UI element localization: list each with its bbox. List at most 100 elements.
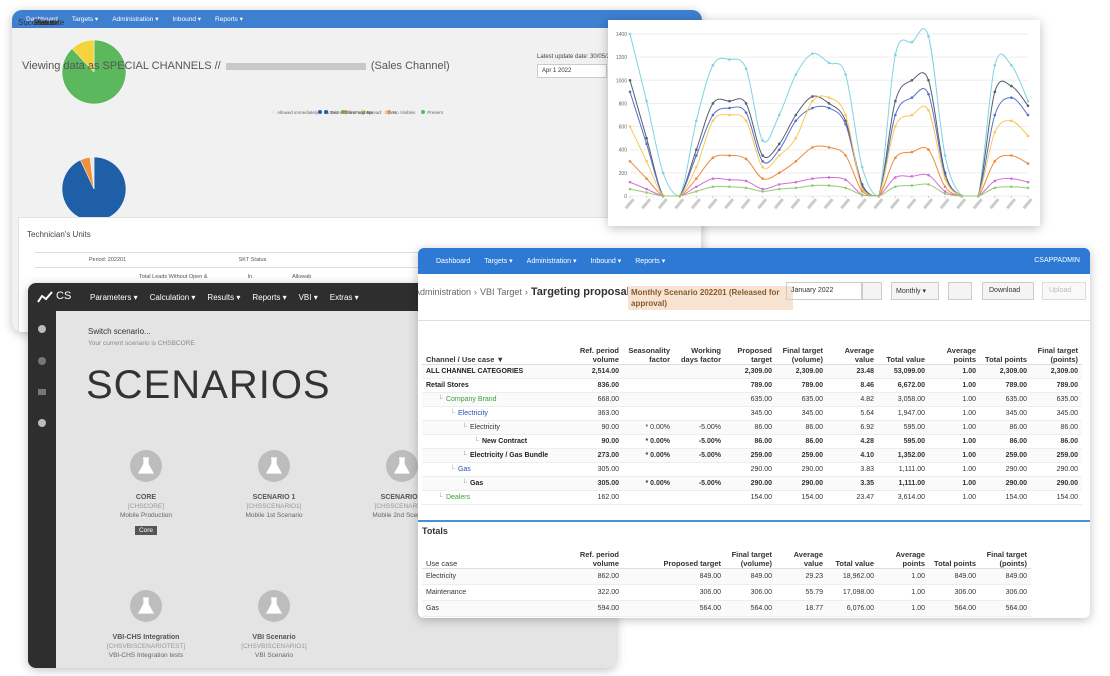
x-label-blur <box>956 198 967 210</box>
x-label-blur <box>1006 198 1017 210</box>
cell: 1,111.00 <box>898 465 925 473</box>
point <box>794 180 798 184</box>
point <box>744 102 748 105</box>
nav-item[interactable]: Targets ▾ <box>71 16 99 23</box>
point <box>894 125 897 128</box>
date-input[interactable]: Apr 1 2022 <box>537 64 607 78</box>
menu-item[interactable]: Calculation ▾ <box>149 292 196 302</box>
table-row: Retail Stores 836.00 789.00 789.00 8.46 6,672… <box>422 378 1082 392</box>
user[interactable]: CSAPPADMIN <box>1034 257 1080 264</box>
point <box>993 63 997 67</box>
legend-item: Yes <box>341 110 355 115</box>
menu-item[interactable]: VBI ▾ <box>298 292 318 302</box>
row-label: └ Dealers <box>422 490 572 504</box>
cell: * 0.00% <box>645 451 670 459</box>
cell: 1,947.00 <box>897 409 925 417</box>
logo: CS <box>56 290 72 302</box>
point <box>711 63 715 67</box>
nav-item[interactable]: Dashboard <box>436 257 471 265</box>
cell: 306.00 <box>1005 588 1027 596</box>
point <box>844 73 847 76</box>
heading: SCENARIOS <box>86 363 331 407</box>
y-tick-label: 200 <box>619 171 628 177</box>
cell <box>674 462 725 476</box>
point <box>894 53 897 57</box>
cell: 322.00 <box>597 588 619 596</box>
column-header: Average value <box>844 345 874 364</box>
legend-swatch <box>386 110 391 114</box>
scenario-card[interactable]: SCENARIO 2 [CHSSCENARIO2] Mobile 2nd Scena… <box>332 449 472 519</box>
column-header: Average points <box>895 549 925 568</box>
nav-item[interactable]: Administration ▾ <box>112 16 159 23</box>
point <box>827 102 831 105</box>
cell: 345.00 <box>1056 409 1078 417</box>
row-label-text: Gas <box>469 479 484 487</box>
x-label-blur <box>674 198 685 210</box>
y-tick-label: 600 <box>619 125 628 131</box>
separator: › <box>474 287 478 297</box>
cell: 1.00 <box>962 437 976 445</box>
legend-label: No <box>366 110 373 115</box>
point <box>695 177 698 180</box>
menu-item[interactable]: Extras ▾ <box>329 292 359 302</box>
scenario-description: VBI-CHS Integration tests <box>108 652 184 659</box>
point <box>894 185 897 189</box>
legend-item: No Visibles <box>386 110 415 115</box>
point <box>728 178 731 182</box>
scenario-card[interactable]: VBI Scenario [CHSVBISCENARIO1] VBI Scenari… <box>204 589 344 659</box>
point <box>927 109 930 112</box>
scenario-card[interactable]: SCENARIO 1 [CHSSCENARIO1] Mobile 1st Scena… <box>204 449 344 519</box>
crumb: Targeting proposals <box>530 286 636 298</box>
period-input[interactable]: January 2022 <box>786 282 862 300</box>
nav-item[interactable]: Dashboard <box>26 15 58 23</box>
menu-item[interactable]: Results ▾ <box>207 292 241 302</box>
point <box>777 171 781 175</box>
row-label-text: Dealers <box>445 493 471 501</box>
column-header: Ref. period volume <box>579 549 619 568</box>
cell: 2,309.00 <box>999 367 1027 375</box>
point <box>993 186 997 190</box>
menu-item[interactable]: Parameters ▾ <box>90 292 138 302</box>
scenario-card[interactable]: CORE [CHSCORE] Mobile Production Core <box>76 449 216 537</box>
menu-item[interactable]: Reports ▾ <box>252 292 287 302</box>
nav-item[interactable]: Reports ▾ <box>635 258 666 265</box>
cell: 305.00 <box>597 479 619 487</box>
download-button[interactable]: Download <box>982 282 1034 300</box>
nav-item[interactable]: Inbound ▾ <box>590 258 622 265</box>
cell: 3,614.00 <box>897 493 925 501</box>
cell: 18.77 <box>805 604 823 612</box>
point <box>661 194 665 198</box>
scenario-name: VBI-CHS Integration <box>112 634 180 641</box>
x-label-blur <box>690 198 701 210</box>
option-select[interactable] <box>948 282 972 300</box>
column-header: Channel / Use case ▼ <box>426 354 504 364</box>
column-header: Proposed target <box>663 558 721 568</box>
cell: 305.00 <box>597 465 619 473</box>
upload-button[interactable]: Upload <box>1042 282 1086 300</box>
scenario-card[interactable]: VBI-CHS Integration [CHSVBISCENARIOTEST] V… <box>76 589 216 659</box>
cell: 86.00 <box>1060 423 1078 431</box>
point <box>860 193 864 197</box>
cell: 1.00 <box>962 423 976 431</box>
legend: Yes No <box>16 110 698 116</box>
row-label: └ Gas <box>422 476 572 490</box>
scenario-code: [CHSSCENARIO2] <box>374 503 430 510</box>
nav-item[interactable]: Inbound ▾ <box>172 16 202 23</box>
legend-swatch <box>271 110 276 114</box>
point <box>645 177 648 180</box>
point <box>1026 113 1030 117</box>
nav-item[interactable]: Reports ▾ <box>215 16 243 23</box>
cell: 789.00 <box>750 381 772 389</box>
point <box>711 102 715 105</box>
cell: 1,352.00 <box>897 451 925 459</box>
frequency-select[interactable]: Monthly ▾ <box>891 282 939 300</box>
cell: 259.00 <box>750 451 772 459</box>
cell: 6,076.00 <box>846 604 874 612</box>
column-header: Final target (points) <box>986 549 1027 568</box>
divider <box>418 320 1090 321</box>
calendar-button[interactable] <box>862 282 882 300</box>
nav-item[interactable]: Targets ▾ <box>484 258 513 265</box>
cell: 154.00 <box>801 493 823 501</box>
nav-item[interactable]: Administration ▾ <box>526 258 577 265</box>
